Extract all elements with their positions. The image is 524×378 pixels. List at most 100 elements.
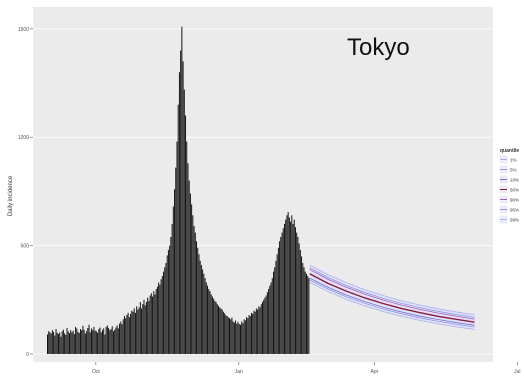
bar xyxy=(77,331,79,354)
bar xyxy=(183,89,185,354)
bar xyxy=(210,294,212,354)
legend-title: quantile xyxy=(500,148,519,154)
forecast-band xyxy=(309,265,475,330)
bar xyxy=(159,284,161,354)
bar xyxy=(106,325,108,354)
bar xyxy=(199,260,201,354)
bar xyxy=(274,267,276,354)
legend: quantile 1% 5% 10% 50% 90% 95% 99% xyxy=(499,148,519,224)
chart-title: Tokyo xyxy=(347,34,410,61)
bar xyxy=(259,307,261,354)
bar xyxy=(155,288,157,354)
bar xyxy=(221,309,223,354)
bar xyxy=(246,317,248,354)
bar xyxy=(158,282,160,354)
bar xyxy=(215,301,217,354)
bar xyxy=(225,314,227,354)
x-tick-label: Oct xyxy=(92,369,100,375)
bar xyxy=(152,296,154,354)
bar xyxy=(83,329,85,354)
bar xyxy=(260,304,262,354)
forecast-lines xyxy=(309,264,475,330)
bar xyxy=(147,297,149,354)
bar xyxy=(207,285,209,354)
bar xyxy=(211,296,213,354)
bar xyxy=(294,227,296,354)
legend-label: 90% xyxy=(510,198,519,203)
bar xyxy=(192,215,194,354)
bar xyxy=(222,311,224,354)
bar xyxy=(94,330,96,354)
bar xyxy=(285,219,287,354)
legend-label: 10% xyxy=(510,178,519,183)
bar xyxy=(61,331,63,354)
bar xyxy=(175,167,177,354)
bar xyxy=(170,236,172,354)
bar xyxy=(136,306,138,354)
bar xyxy=(237,321,239,354)
bar xyxy=(243,319,245,354)
bar xyxy=(291,215,293,354)
bar xyxy=(182,61,184,355)
bar xyxy=(111,326,113,354)
bar xyxy=(220,308,222,354)
bar xyxy=(178,72,180,355)
bar xyxy=(128,317,130,354)
bar xyxy=(134,312,136,354)
bar xyxy=(120,321,122,354)
bar xyxy=(78,332,80,354)
bar xyxy=(305,273,307,354)
bar xyxy=(57,334,59,354)
bar xyxy=(191,204,193,354)
plot-panel xyxy=(33,7,493,362)
bar xyxy=(98,329,100,354)
bar xyxy=(90,328,92,354)
bar xyxy=(55,329,57,354)
x-tick-label: Apr xyxy=(370,369,378,375)
bar xyxy=(93,326,95,354)
bar xyxy=(104,334,106,354)
bar xyxy=(137,309,139,354)
bar xyxy=(56,332,58,354)
bar xyxy=(180,50,182,355)
bar xyxy=(161,275,163,354)
bar xyxy=(144,305,146,354)
bar xyxy=(281,232,283,354)
bar xyxy=(288,217,290,354)
bar xyxy=(230,319,232,354)
bar xyxy=(251,312,252,354)
bar xyxy=(73,334,75,354)
bar xyxy=(54,335,56,354)
bar xyxy=(253,310,255,354)
observed-bars xyxy=(47,26,310,355)
bar xyxy=(76,328,78,354)
bar xyxy=(218,305,219,354)
bar xyxy=(99,327,101,354)
bar xyxy=(244,320,246,354)
bar xyxy=(108,327,110,354)
bar xyxy=(110,329,112,354)
bar xyxy=(150,293,152,354)
bar xyxy=(187,163,189,354)
bar xyxy=(97,332,99,354)
bar xyxy=(167,249,169,354)
y-tick-label: 500 xyxy=(21,244,30,250)
bar xyxy=(115,327,117,354)
y-axis-ticks: 0 500 1000 1500 xyxy=(18,27,33,358)
bar xyxy=(240,324,241,354)
bar xyxy=(160,279,162,354)
bar xyxy=(247,318,249,354)
bar xyxy=(208,288,210,354)
bar xyxy=(92,330,94,354)
bar xyxy=(62,329,64,354)
bar xyxy=(72,330,74,354)
bar xyxy=(142,304,144,354)
bar xyxy=(60,336,62,354)
bar xyxy=(297,236,299,354)
bar xyxy=(71,332,73,354)
bar xyxy=(86,331,88,354)
bar xyxy=(202,269,204,354)
bar xyxy=(176,141,178,354)
bar xyxy=(238,324,240,354)
bar xyxy=(51,330,53,354)
